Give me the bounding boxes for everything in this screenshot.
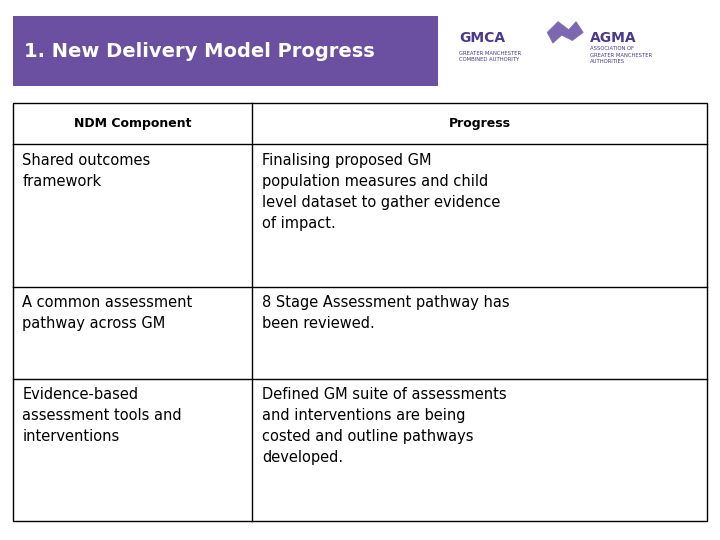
Text: ASSOCIATION OF
GREATER MANCHESTER
AUTHORITIES: ASSOCIATION OF GREATER MANCHESTER AUTHOR… [590, 46, 652, 64]
Text: Evidence-based
assessment tools and
interventions: Evidence-based assessment tools and inte… [22, 387, 182, 444]
Text: 1. New Delivery Model Progress: 1. New Delivery Model Progress [24, 42, 374, 61]
Text: GMCA: GMCA [459, 31, 505, 45]
FancyBboxPatch shape [13, 16, 438, 86]
Bar [13, 103, 707, 521]
Text: Finalising proposed GM
population measures and child
level dataset to gather evi: Finalising proposed GM population measur… [262, 152, 500, 231]
Polygon shape [547, 22, 583, 43]
Text: GREATER MANCHESTER
COMBINED AUTHORITY: GREATER MANCHESTER COMBINED AUTHORITY [459, 51, 521, 62]
Text: Shared outcomes
framework: Shared outcomes framework [22, 152, 150, 188]
Text: Progress: Progress [449, 117, 510, 130]
Text: 8 Stage Assessment pathway has
been reviewed.: 8 Stage Assessment pathway has been revi… [262, 295, 510, 331]
Text: NDM Component: NDM Component [74, 117, 192, 130]
Text: AGMA: AGMA [590, 31, 637, 45]
Text: A common assessment
pathway across GM: A common assessment pathway across GM [22, 295, 192, 331]
Text: Defined GM suite of assessments
and interventions are being
costed and outline p: Defined GM suite of assessments and inte… [262, 387, 506, 465]
